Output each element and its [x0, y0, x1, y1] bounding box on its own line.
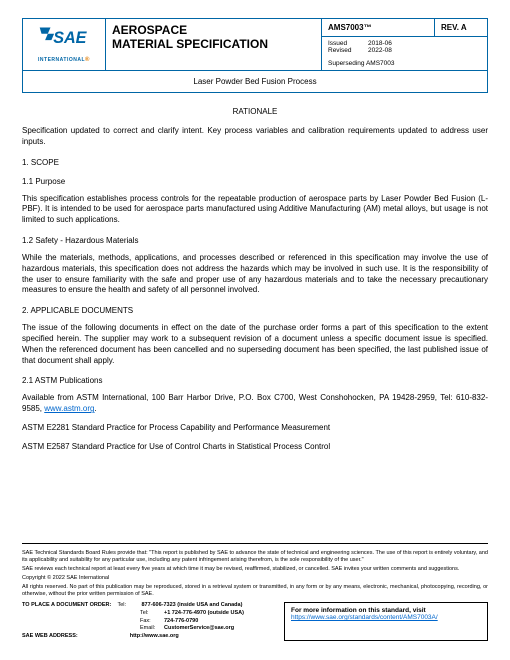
- info-box-text: For more information on this standard, v…: [291, 607, 426, 614]
- svg-text:SAE: SAE: [53, 29, 87, 47]
- superseding: Superseding AMS7003: [328, 60, 481, 67]
- section-1: 1. SCOPE: [22, 158, 488, 167]
- footer: SAE Technical Standards Board Rules prov…: [22, 543, 488, 641]
- fax: 724-776-0790: [164, 618, 198, 624]
- order-label: TO PLACE A DOCUMENT ORDER:: [22, 602, 111, 608]
- logo-subtext: INTERNATIONAL: [38, 57, 85, 63]
- section-2-text: The issue of the following documents in …: [22, 323, 488, 366]
- title-cell: AEROSPACE MATERIAL SPECIFICATION: [106, 19, 322, 71]
- logo-cell: SAE INTERNATIONAL®: [23, 19, 106, 71]
- footer-review: SAE reviews each technical report at lea…: [22, 566, 488, 573]
- section-1-1-text: This specification establishes process c…: [22, 194, 488, 226]
- issued-date: 2018-06: [368, 40, 392, 47]
- section-1-1: 1.1 Purpose: [22, 177, 488, 186]
- rationale-heading: RATIONALE: [22, 107, 488, 116]
- info-box: For more information on this standard, v…: [284, 602, 488, 640]
- rationale-text: Specification updated to correct and cla…: [22, 126, 488, 148]
- issued-label: Issued: [328, 40, 368, 47]
- tel2: +1 724-776-4970 (outside USA): [164, 610, 244, 616]
- title-line1: AEROSPACE: [112, 23, 315, 37]
- sae-logo-icon: SAE: [37, 23, 91, 55]
- astm-link[interactable]: www.astm.org: [44, 404, 94, 413]
- spec-number: AMS7003™: [322, 19, 435, 37]
- rev-cell: REV. A: [435, 19, 488, 37]
- astm-e2587: ASTM E2587 Standard Practice for Use of …: [22, 442, 488, 453]
- tel1: 877-606-7323 (inside USA and Canada): [141, 602, 242, 608]
- section-1-2-text: While the materials, methods, applicatio…: [22, 253, 488, 296]
- email: CustomerService@sae.org: [164, 625, 234, 631]
- registered-icon: ®: [85, 57, 90, 63]
- section-1-2: 1.2 Safety - Hazardous Materials: [22, 236, 488, 245]
- revised-label: Revised: [328, 47, 368, 54]
- meta-cell: Issued2018-06 Revised2022-08 Superseding…: [322, 37, 488, 71]
- section-2-1: 2.1 ASTM Publications: [22, 376, 488, 385]
- footer-copyright: Copyright © 2022 SAE International: [22, 575, 488, 582]
- web-label: SAE WEB ADDRESS:: [22, 633, 78, 639]
- standard-link[interactable]: https://www.sae.org/standards/content/AM…: [291, 614, 438, 621]
- revised-date: 2022-08: [368, 47, 392, 54]
- subtitle: Laser Powder Bed Fusion Process: [23, 71, 488, 93]
- title-line2: MATERIAL SPECIFICATION: [112, 37, 315, 51]
- footer-rights: All rights reserved. No part of this pub…: [22, 584, 488, 598]
- section-2: 2. APPLICABLE DOCUMENTS: [22, 306, 488, 315]
- section-2-1-text: Available from ASTM International, 100 B…: [22, 393, 488, 415]
- astm-e2281: ASTM E2281 Standard Practice for Process…: [22, 423, 488, 434]
- footer-rules: SAE Technical Standards Board Rules prov…: [22, 550, 488, 564]
- header-table: SAE INTERNATIONAL® AEROSPACE MATERIAL SP…: [22, 18, 488, 93]
- web-address: http://www.sae.org: [130, 633, 179, 639]
